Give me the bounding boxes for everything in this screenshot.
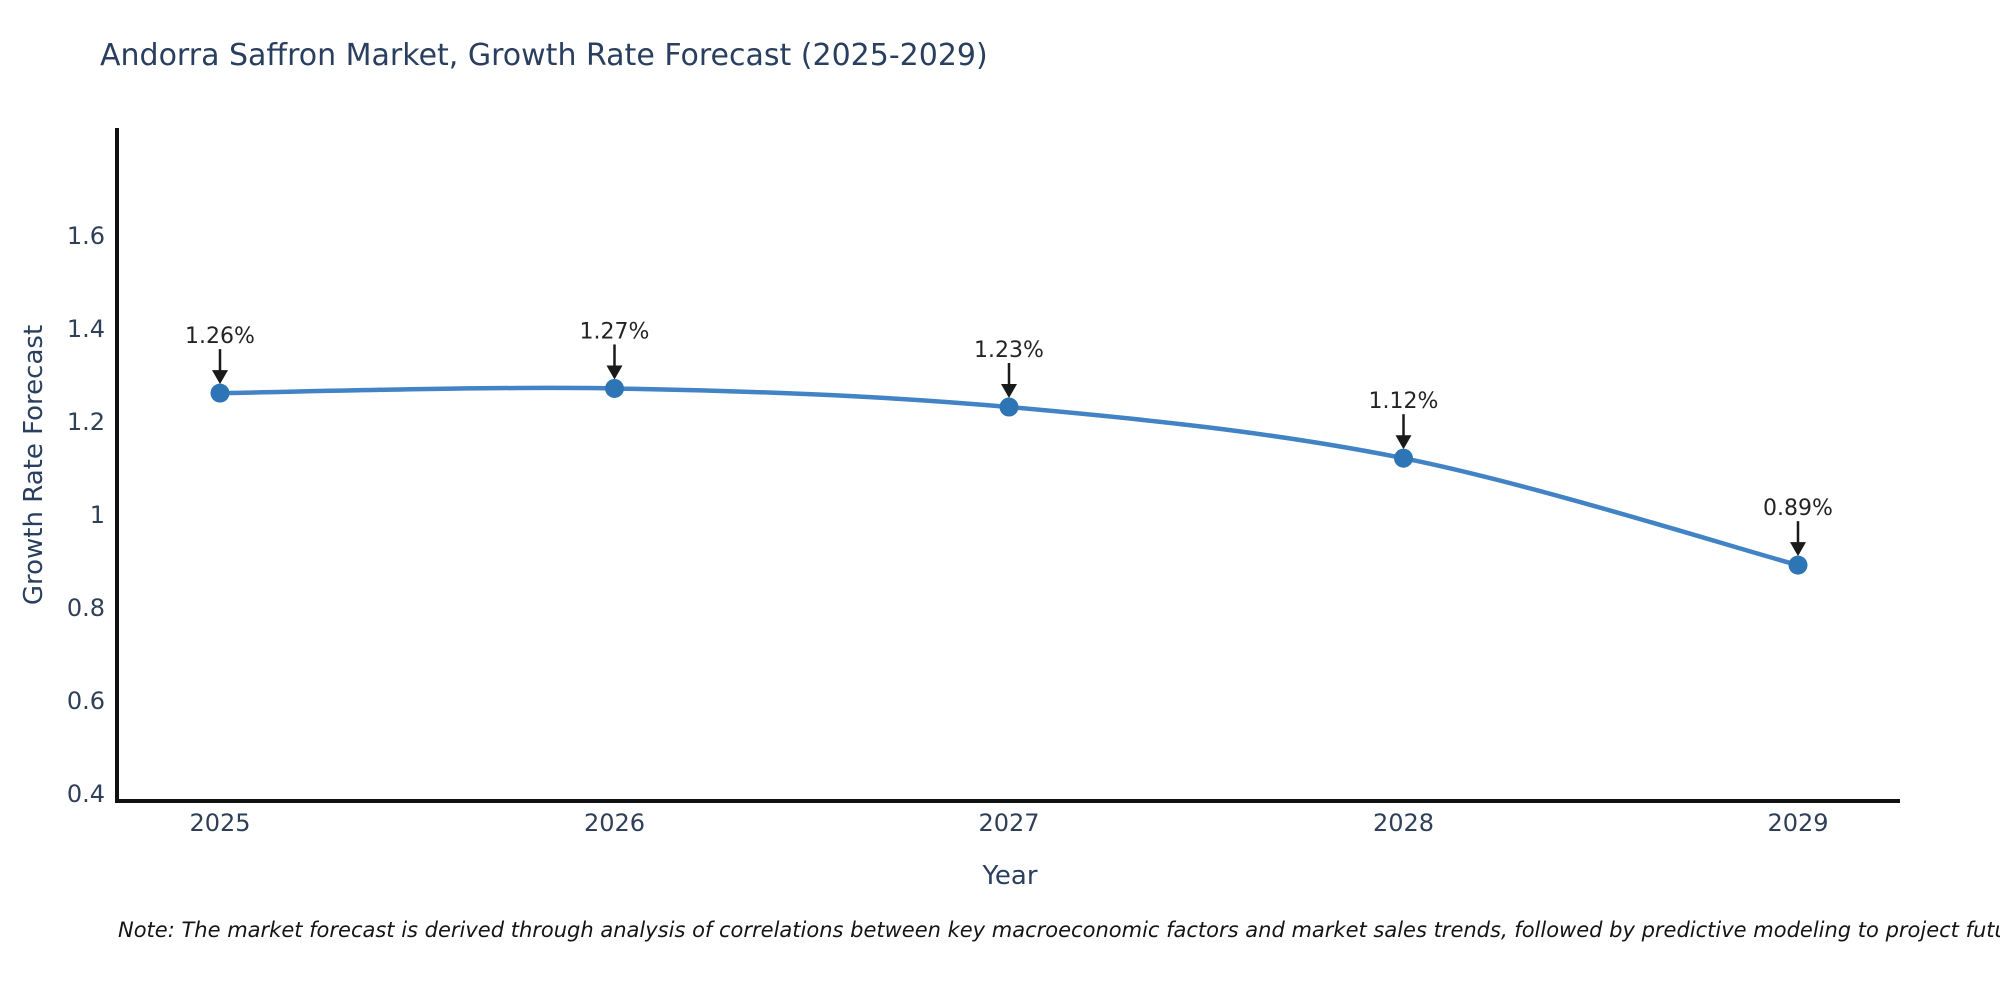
y-tick-label: 0.6 (67, 687, 105, 715)
point-annotation-label: 1.27% (580, 319, 650, 344)
x-tick-label: 2025 (189, 809, 250, 837)
point-annotation-label: 1.12% (1369, 389, 1439, 414)
y-tick-label: 1.2 (67, 408, 105, 436)
annotation-arrow-head-icon (212, 370, 228, 385)
annotation-arrow-head-icon (606, 365, 623, 380)
x-tick-label: 2029 (1767, 809, 1828, 837)
footnote: Note: The market forecast is derived thr… (118, 918, 2000, 942)
annotation-arrow-head-icon (1790, 542, 1806, 557)
x-tick-label: 2027 (978, 809, 1039, 837)
y-tick-label: 1.6 (67, 222, 105, 250)
point-annotation-label: 1.26% (185, 324, 255, 349)
data-point-marker[interactable] (605, 378, 624, 398)
point-annotation-label: 0.89% (1763, 496, 1833, 521)
x-tick-label: 2026 (584, 809, 645, 837)
data-point-marker[interactable] (210, 383, 230, 403)
y-tick-label: 0.8 (67, 594, 105, 622)
annotation-arrow-head-icon (1395, 435, 1412, 450)
point-annotation-label: 1.23% (974, 338, 1044, 363)
x-axis-title: Year (982, 861, 1038, 891)
data-point-marker[interactable] (1394, 448, 1413, 468)
y-tick-label: 0.4 (67, 780, 105, 808)
y-tick-label: 1 (90, 501, 105, 529)
y-tick-label: 1.4 (67, 315, 105, 343)
x-tick-label: 2028 (1373, 809, 1434, 837)
data-point-marker[interactable] (1788, 555, 1808, 575)
annotation-arrow-head-icon (1001, 384, 1017, 399)
data-point-marker[interactable] (999, 397, 1019, 417)
chart-title: Andorra Saffron Market, Growth Rate Fore… (100, 38, 988, 73)
